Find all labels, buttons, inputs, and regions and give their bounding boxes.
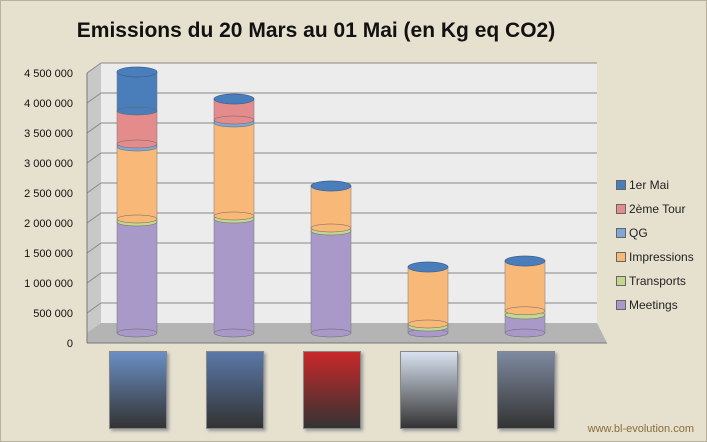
bar-segment-bottom	[116, 139, 158, 149]
bar-segment-1er Mai	[116, 71, 158, 112]
bar-segment-bottom	[504, 328, 546, 338]
gridline-side	[86, 182, 102, 194]
y-tick-label: 500 000	[33, 308, 73, 320]
gridline-side	[86, 212, 102, 224]
bar-segment-Impressions	[310, 185, 352, 229]
y-tick-label: 0	[67, 338, 73, 350]
bar-top-cap	[116, 66, 158, 78]
bar-segment-bottom	[310, 328, 352, 338]
legend-swatch	[616, 276, 626, 286]
bar-top-cap	[504, 255, 546, 267]
legend-swatch	[616, 252, 626, 262]
bar-segment-bottom	[116, 106, 158, 116]
y-tick-label: 4 500 000	[24, 68, 73, 80]
gridline-side	[86, 152, 102, 164]
y-tick-label: 3 000 000	[24, 158, 73, 170]
chart-title: Emissions du 20 Mars au 01 Mai (en Kg eq…	[76, 19, 556, 42]
y-tick-label: 1 000 000	[24, 278, 73, 290]
bar-segment-Impressions	[116, 146, 158, 220]
credit-watermark: www.bl-evolution.com	[587, 423, 694, 435]
y-tick-label: 2 000 000	[24, 218, 73, 230]
bar-top-cap	[310, 180, 352, 192]
bar-segment-bottom	[116, 328, 158, 338]
bar-segment-bottom	[116, 214, 158, 224]
gridline-side	[86, 62, 102, 74]
bar-segment-Impressions	[504, 260, 546, 312]
candidate-poster-5	[497, 351, 555, 429]
legend-swatch	[616, 228, 626, 238]
legend-label: Impressions	[629, 250, 694, 264]
legend-swatch	[616, 300, 626, 310]
legend-item: Impressions	[616, 245, 694, 269]
y-tick-label: 1 500 000	[24, 248, 73, 260]
candidate-poster-1	[109, 351, 167, 429]
y-tick-label: 4 000 000	[24, 98, 73, 110]
bar-segment-Meetings	[310, 230, 352, 334]
legend-swatch	[616, 204, 626, 214]
bar-segment-2ème Tour	[116, 110, 158, 145]
side-wall	[87, 63, 101, 343]
legend-item: 2ème Tour	[616, 197, 694, 221]
bar-segment-Impressions	[407, 266, 449, 325]
bar-segment-bottom	[504, 306, 546, 316]
bar-segment-bottom	[213, 115, 255, 125]
bar-segment-Meetings	[116, 221, 158, 334]
y-tick-label: 2 500 000	[24, 188, 73, 200]
legend-item: 1er Mai	[616, 173, 694, 197]
legend-item: Meetings	[616, 293, 694, 317]
bar-top-cap	[213, 93, 255, 105]
bar-segment-bottom	[213, 211, 255, 221]
legend-label: 2ème Tour	[629, 202, 686, 216]
gridline-side	[86, 302, 102, 314]
legend-item: Transports	[616, 269, 694, 293]
gridline-side	[86, 122, 102, 134]
bar-segment-bottom	[310, 223, 352, 233]
bar-top-cap	[407, 261, 449, 273]
candidate-poster-4	[400, 351, 458, 429]
gridline-side	[86, 242, 102, 254]
legend-swatch	[616, 180, 626, 190]
y-tick-label: 3 500 000	[24, 128, 73, 140]
legend-item: QG	[616, 221, 694, 245]
bar-segment-bottom	[213, 328, 255, 338]
candidate-poster-2	[206, 351, 264, 429]
legend-label: Meetings	[629, 298, 678, 312]
legend-label: QG	[629, 226, 648, 240]
legend-label: Transports	[629, 274, 686, 288]
bar-segment-bottom	[407, 319, 449, 329]
bar-segment-Meetings	[213, 218, 255, 334]
bar-segment-Impressions	[213, 122, 255, 217]
candidate-poster-3	[303, 351, 361, 429]
gridline-side	[86, 92, 102, 104]
legend-label: 1er Mai	[629, 178, 670, 192]
gridline-side	[86, 272, 102, 284]
legend: 1er Mai 2ème Tour QG Impressions Transports M…	[616, 173, 694, 317]
